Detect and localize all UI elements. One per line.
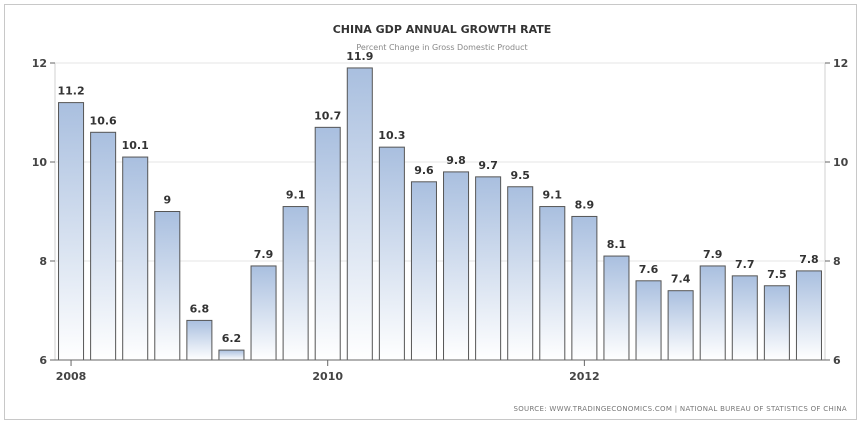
bar [378,146,405,361]
bar [58,102,85,361]
data-label: 8.9 [575,198,595,211]
bar [250,265,277,361]
bar [699,265,726,361]
data-label: 9 [163,194,171,207]
data-label: 9.1 [286,189,306,202]
y-tick-label-left: 12 [32,57,47,70]
bar [475,176,502,361]
chart-frame: CHINA GDP ANNUAL GROWTH RATE Percent Cha… [4,4,857,420]
chart-subtitle: Percent Change in Gross Domestic Product [356,43,527,52]
x-tick-label: 2008 [56,370,87,383]
data-label: 7.9 [254,248,274,261]
bar [443,171,470,361]
bar [635,280,662,361]
y-tick-label-right: 6 [833,354,841,367]
data-label: 10.6 [90,114,117,127]
data-label: 11.9 [346,50,373,63]
data-label: 9.7 [478,159,498,172]
bar [410,181,437,361]
y-tick-label-right: 12 [833,57,848,70]
chart-title: CHINA GDP ANNUAL GROWTH RATE [333,23,552,36]
data-label: 10.3 [378,129,405,142]
chart-svg: CHINA GDP ANNUAL GROWTH RATE Percent Cha… [32,23,849,413]
bar [507,186,534,361]
data-label: 7.7 [735,258,755,271]
y-tick-label-left: 6 [39,354,47,367]
data-label: 6.2 [222,332,242,345]
data-label: 9.1 [543,189,563,202]
bar [731,275,758,361]
y-tick-label-left: 8 [39,255,47,268]
data-label: 9.8 [446,154,466,167]
bar [282,206,309,361]
bar [346,67,373,361]
data-label: 9.6 [414,164,434,177]
source-note: SOURCE: WWW.TRADINGECONOMICS.COM | NATIO… [514,405,848,413]
data-label: 10.1 [122,139,149,152]
bar [90,131,117,361]
data-label: 7.9 [703,248,723,261]
data-label: 11.2 [57,85,84,98]
bar [667,290,694,361]
data-label: 8.1 [607,238,627,251]
y-tick-label-left: 10 [32,156,48,169]
bar [154,211,181,361]
bar [186,319,213,361]
bar [603,255,630,361]
bar [122,156,149,361]
x-tick-label: 2012 [569,370,600,383]
data-label: 7.4 [671,273,691,286]
bar [314,126,341,361]
data-label: 7.8 [799,253,819,266]
bar [571,215,598,361]
data-label: 7.6 [639,263,659,276]
data-label: 6.8 [190,302,210,315]
bar [795,270,822,361]
y-tick-label-right: 10 [833,156,849,169]
x-tick-label: 2010 [312,370,343,383]
y-tick-label-right: 8 [833,255,841,268]
bar [218,349,245,361]
bar [763,285,790,361]
data-label: 9.5 [510,169,530,182]
data-label: 10.7 [314,109,341,122]
data-label: 7.5 [767,268,787,281]
bar [539,206,566,361]
